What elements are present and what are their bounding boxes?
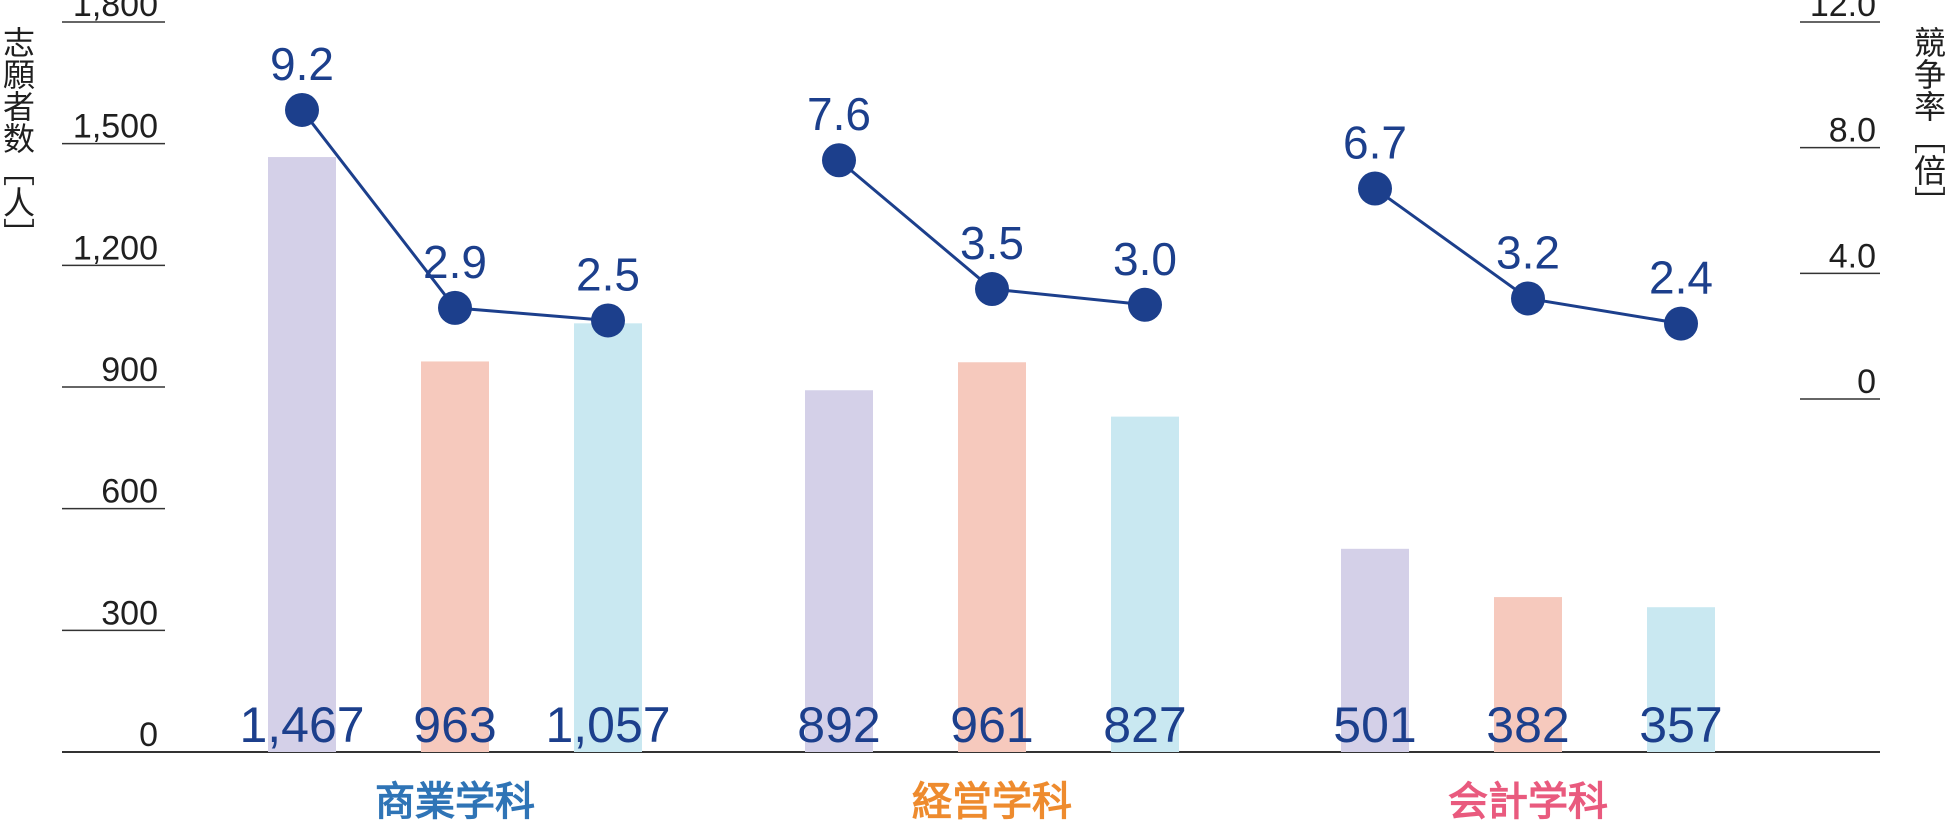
left-axis-title: 志願者数［人］ (0, 26, 36, 250)
rate-point (975, 272, 1009, 307)
right-tick-label: 8.0 (1829, 112, 1876, 150)
group-label: 商業学科 (375, 779, 535, 825)
bar (805, 390, 873, 752)
left-tick-label: 1,800 (73, 0, 158, 24)
rate-value-label: 2.9 (423, 236, 487, 288)
rate-value-label: 3.0 (1113, 233, 1177, 285)
bar-value-label: 1,057 (545, 697, 670, 753)
bar-value-label: 382 (1486, 697, 1569, 753)
rate-value-label: 2.5 (576, 248, 640, 300)
bar-value-labels: 1,467 963 1,057 892 961 827 501 382 357 (239, 697, 1722, 753)
group-label: 経営学科 (912, 779, 1072, 825)
left-axis: 0 300 600 900 1,200 1,500 1,800 志願者数［人］ (0, 0, 165, 754)
rate-value-label: 3.2 (1496, 226, 1560, 278)
bar (574, 323, 642, 752)
right-tick-label: 4.0 (1829, 237, 1876, 275)
bar (1341, 548, 1409, 752)
left-tick-label: 0 (139, 716, 158, 754)
bar-value-label: 357 (1639, 697, 1722, 753)
rate-value-label: 6.7 (1343, 117, 1407, 169)
group-labels: 商業学科 経営学科 会計学科 (375, 779, 1608, 825)
bar-series (268, 157, 1715, 753)
right-tick-label: 0 (1857, 363, 1876, 401)
bar (1647, 607, 1715, 752)
bar-value-label: 501 (1333, 697, 1416, 753)
group-label: 会計学科 (1448, 779, 1608, 825)
bar (1494, 597, 1562, 752)
rate-point (822, 143, 856, 178)
rate-value-label: 3.5 (960, 217, 1024, 269)
left-tick-label: 300 (101, 594, 158, 632)
bar (268, 157, 336, 753)
left-tick-label: 1,200 (73, 229, 158, 267)
right-tick-label: 12.0 (1810, 0, 1876, 24)
left-tick-label: 900 (101, 351, 158, 389)
rate-point (438, 290, 472, 325)
bar (1111, 416, 1179, 752)
rate-point (591, 303, 625, 338)
bar (958, 362, 1026, 752)
bar-value-label: 1,467 (239, 697, 364, 753)
rate-point (1664, 306, 1698, 341)
rate-point (1358, 171, 1392, 206)
rate-line (300, 109, 609, 322)
rate-value-label: 2.4 (1649, 252, 1713, 304)
rate-point (1128, 287, 1162, 322)
bar-value-label: 827 (1103, 697, 1186, 753)
rate-value-label: 9.2 (270, 38, 334, 90)
left-tick-label: 1,500 (73, 108, 158, 146)
bar-value-label: 963 (413, 697, 496, 753)
right-axis: 0 4.0 8.0 12.0 競争率［倍］ (1800, 0, 1945, 401)
rate-point (285, 92, 319, 127)
left-tick-label: 600 (101, 473, 158, 511)
rate-point (1511, 281, 1545, 316)
rate-series: 9.2 2.9 2.5 7.6 3.5 3.0 6.7 3.2 2.4 (270, 38, 1713, 341)
bar-value-label: 892 (797, 697, 880, 753)
right-axis-title: 競争率［倍］ (1909, 26, 1945, 218)
bar-value-label: 961 (950, 697, 1033, 753)
rate-value-label: 7.6 (807, 88, 871, 140)
bar (421, 361, 489, 752)
